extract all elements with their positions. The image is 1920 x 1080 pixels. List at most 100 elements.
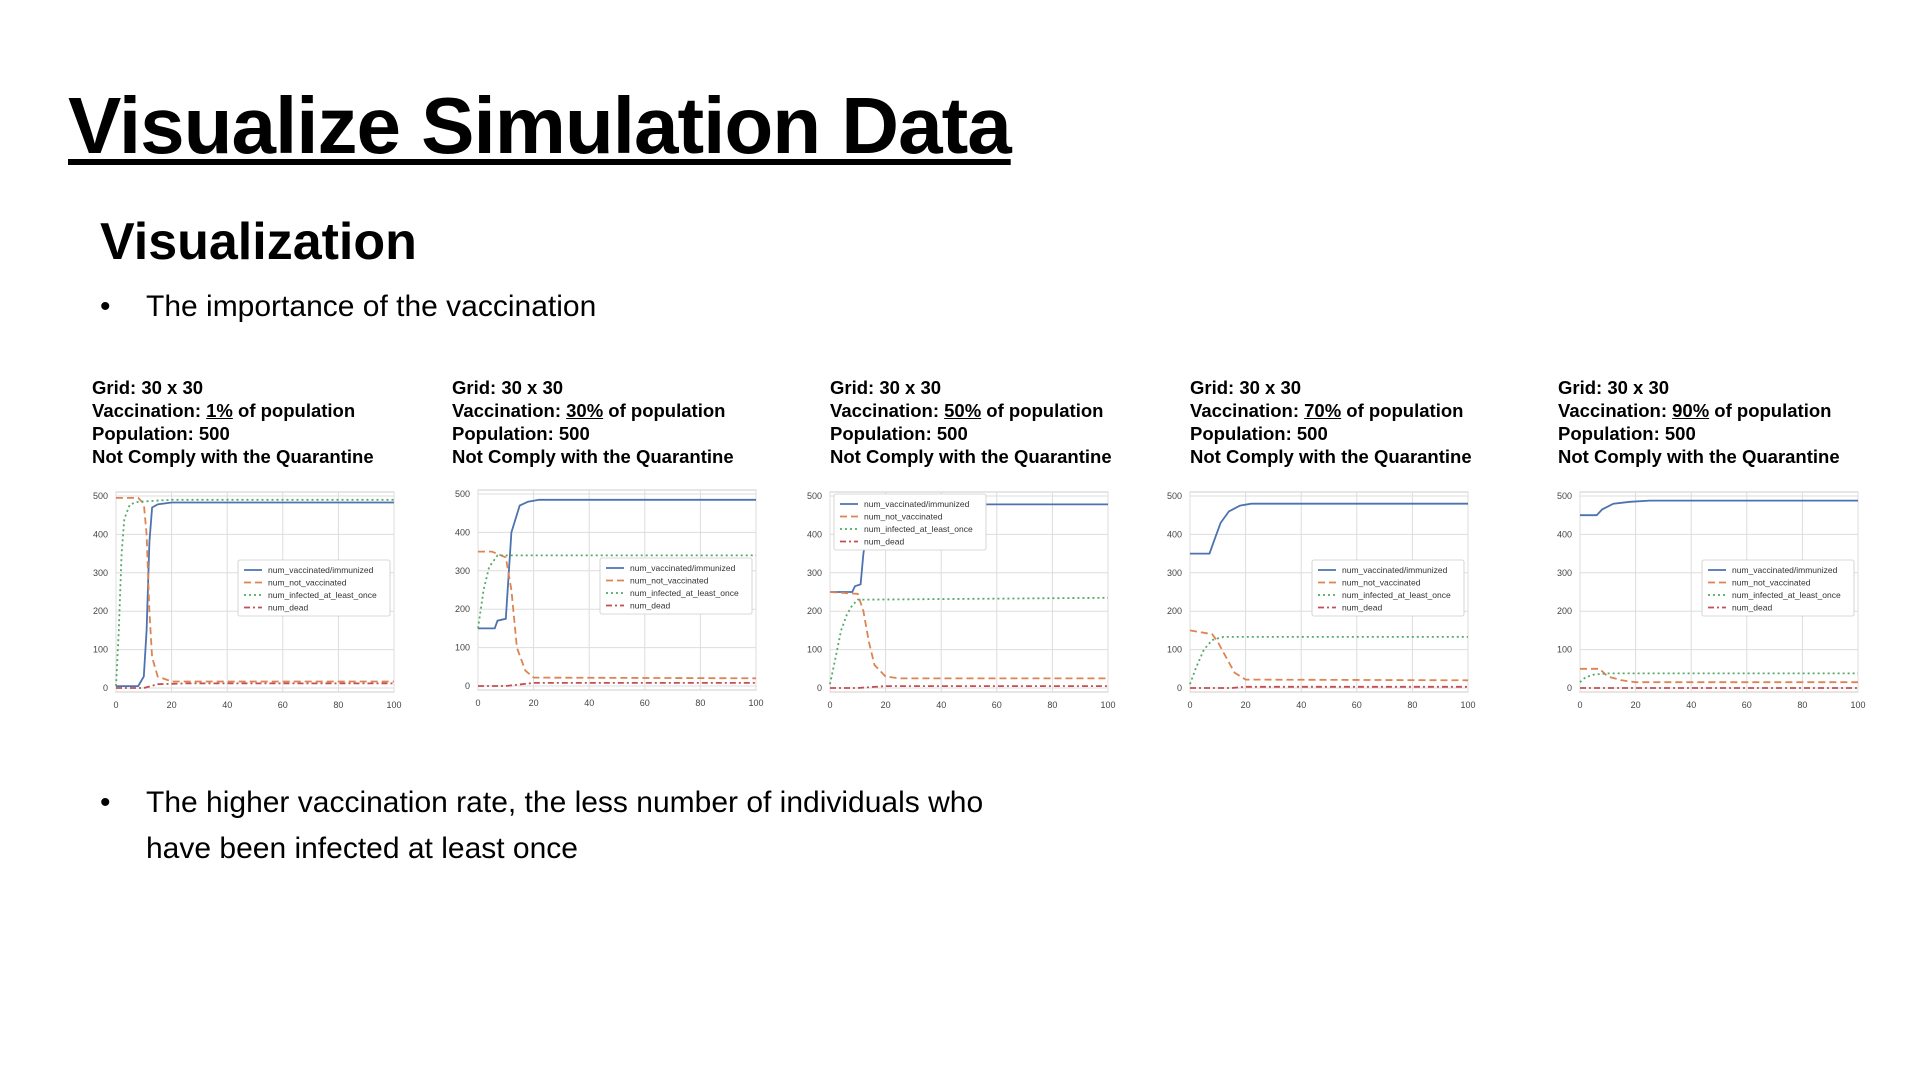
x-tick-label: 60 xyxy=(1352,700,1362,710)
panel-info-4: Grid: 30 x 30 Vaccination: 70% of populat… xyxy=(1190,376,1472,468)
y-tick-label: 200 xyxy=(807,606,822,616)
y-tick-label: 200 xyxy=(455,604,470,614)
x-tick-label: 40 xyxy=(1686,700,1696,710)
series-line-num-infected-at-least-once xyxy=(1579,672,1858,683)
panel-vaccination-label: Vaccination: 70% of population xyxy=(1190,399,1472,422)
x-tick-label: 60 xyxy=(1742,700,1752,710)
bullet-importance: • The importance of the vaccination xyxy=(100,284,596,330)
y-tick-label: 500 xyxy=(455,489,470,499)
x-tick-label: 40 xyxy=(584,698,594,708)
vaccination-rate: 70% xyxy=(1304,400,1342,421)
y-tick-label: 300 xyxy=(1557,568,1572,578)
x-tick-label: 20 xyxy=(1241,700,1251,710)
y-tick-label: 200 xyxy=(93,606,108,616)
y-tick-label: 500 xyxy=(93,491,108,501)
legend-label: num_not_vaccinated xyxy=(1732,578,1811,588)
x-tick-label: 60 xyxy=(992,700,1002,710)
bullet-dot: • xyxy=(100,290,111,323)
panel-vaccination-label: Vaccination: 50% of population xyxy=(830,399,1112,422)
bullet-dot: • xyxy=(100,786,111,819)
line-chart-4: 0 20 40 60 80 100 0 100 200 300 400 500 num_vaccinat… xyxy=(1156,486,1476,716)
x-tick-label: 60 xyxy=(278,700,288,710)
chart-svg: 0 20 40 60 80 100 0 100 200 300 400 500 num_vaccinat… xyxy=(93,491,402,710)
x-tick-label: 20 xyxy=(881,700,891,710)
y-tick-label: 0 xyxy=(103,683,108,693)
x-tick-label: 0 xyxy=(113,700,118,710)
line-chart-3: 0 20 40 60 80 100 0 100 200 300 400 500 num_vaccinat… xyxy=(796,486,1116,716)
panel-population-label: Population: 500 xyxy=(1190,423,1328,444)
panel-vaccination-label: Vaccination: 30% of population xyxy=(452,399,734,422)
legend-label: num_dead xyxy=(864,537,904,547)
chart-legend xyxy=(833,493,987,551)
y-tick-label: 400 xyxy=(455,527,470,537)
panel-info-3: Grid: 30 x 30 Vaccination: 50% of populat… xyxy=(830,376,1112,468)
y-tick-label: 100 xyxy=(455,643,470,653)
panel-vaccination-label: Vaccination: 1% of population xyxy=(92,399,374,422)
legend-label: num_dead xyxy=(268,603,308,613)
legend-label: num_dead xyxy=(1732,603,1772,613)
panel-info-5: Grid: 30 x 30 Vaccination: 90% of populat… xyxy=(1558,376,1840,468)
legend-label: num_vaccinated/immunized xyxy=(268,565,374,575)
series-line-num-infected-at-least-once xyxy=(477,554,756,629)
x-tick-label: 80 xyxy=(1047,700,1057,710)
y-tick-label: 0 xyxy=(1567,683,1572,693)
x-tick-label: 100 xyxy=(1460,700,1475,710)
panel-population-label: Population: 500 xyxy=(830,423,968,444)
vaccination-rate: 90% xyxy=(1672,400,1710,421)
x-tick-label: 100 xyxy=(386,700,401,710)
y-tick-label: 400 xyxy=(807,529,822,539)
panel-quarantine-label: Not Comply with the Quarantine xyxy=(1558,446,1840,467)
x-tick-label: 80 xyxy=(695,698,705,708)
panel-grid-label: Grid: 30 x 30 xyxy=(1558,377,1670,398)
legend-label: num_not_vaccinated xyxy=(864,512,943,522)
y-tick-label: 400 xyxy=(1167,529,1182,539)
series-line-num-dead xyxy=(116,682,394,689)
x-tick-label: 80 xyxy=(1797,700,1807,710)
vaccination-rate: 1% xyxy=(206,400,233,421)
legend-label: num_infected_at_least_once xyxy=(1732,590,1841,600)
series-line-num-not-vaccinated xyxy=(478,550,757,680)
legend-label: num_dead xyxy=(630,601,670,611)
y-tick-label: 400 xyxy=(1557,529,1572,539)
y-tick-label: 500 xyxy=(1167,491,1182,501)
legend-label: num_not_vaccinated xyxy=(268,578,347,588)
panel-grid-label: Grid: 30 x 30 xyxy=(452,377,564,398)
y-tick-label: 500 xyxy=(1557,491,1572,501)
slide-title: Visualize Simulation Data xyxy=(68,81,1012,170)
series-line-num-not-vaccinated xyxy=(1189,629,1469,682)
series-line-num-not-vaccinated xyxy=(829,591,1108,680)
legend-label: num_vaccinated/immunized xyxy=(864,499,970,509)
section-title: Visualization xyxy=(100,213,417,271)
legend-label: num_vaccinated/immunized xyxy=(1342,565,1448,575)
y-tick-label: 400 xyxy=(93,529,108,539)
vaccination-prefix: Vaccination: xyxy=(1558,400,1673,421)
chart-svg: 0 20 40 60 80 100 0 100 200 300 400 500 num_vaccinat… xyxy=(1557,491,1866,710)
x-tick-label: 40 xyxy=(936,700,946,710)
vaccination-suffix: of population xyxy=(232,400,356,421)
x-tick-label: 0 xyxy=(827,700,832,710)
legend-label: num_infected_at_least_once xyxy=(268,590,377,600)
legend-label: num_not_vaccinated xyxy=(1342,578,1421,588)
panel-grid-label: Grid: 30 x 30 xyxy=(1190,377,1302,398)
legend-label: num_infected_at_least_once xyxy=(1342,590,1451,600)
y-tick-label: 100 xyxy=(1167,645,1182,655)
y-tick-label: 0 xyxy=(817,683,822,693)
panel-quarantine-label: Not Comply with the Quarantine xyxy=(1190,446,1472,467)
series-line-num-infected-at-least-once xyxy=(115,498,394,687)
y-tick-label: 100 xyxy=(93,645,108,655)
y-tick-label: 0 xyxy=(1177,683,1182,693)
x-tick-label: 40 xyxy=(222,700,232,710)
x-tick-label: 100 xyxy=(748,698,763,708)
x-tick-label: 0 xyxy=(1187,700,1192,710)
vaccination-rate: 50% xyxy=(944,400,982,421)
x-tick-label: 40 xyxy=(1296,700,1306,710)
series-line-num-vaccinated-immunized xyxy=(116,501,394,688)
vaccination-suffix: of population xyxy=(1709,400,1832,421)
chart-legend xyxy=(1701,559,1855,617)
vaccination-suffix: of population xyxy=(981,400,1104,421)
panel-population-label: Population: 500 xyxy=(92,423,230,444)
series-line-num-vaccinated-immunized xyxy=(478,498,756,630)
legend-label: num_infected_at_least_once xyxy=(630,588,739,598)
series-line-num-vaccinated-immunized xyxy=(1190,502,1468,555)
chart-legend xyxy=(1311,559,1465,617)
